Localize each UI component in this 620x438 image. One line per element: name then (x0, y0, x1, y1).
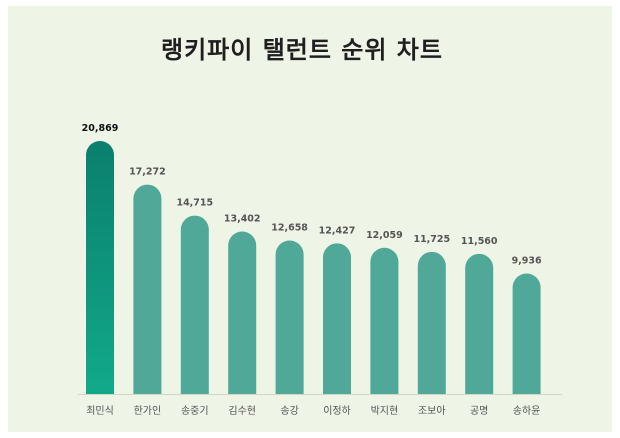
bar-공명 (465, 253, 494, 394)
value-label: 11,725 (413, 234, 450, 245)
bar-이정하 (323, 243, 351, 394)
value-label: 12,059 (366, 230, 403, 241)
bar-박지현 (370, 247, 399, 394)
bar-송하윤 (512, 273, 541, 394)
bar-조보아 (417, 251, 446, 394)
value-label: 17,272 (129, 167, 166, 178)
category-label: 이정하 (323, 404, 351, 417)
value-label: 12,427 (319, 225, 356, 236)
value-label: 13,402 (224, 214, 261, 225)
category-label: 송중기 (181, 405, 209, 417)
bar-한가인 (133, 184, 162, 394)
category-label: 김수현 (228, 405, 256, 417)
chart-title: 랭키파이 탤런트 순위 차트 (161, 36, 443, 64)
value-label: 14,715 (176, 198, 213, 209)
category-label: 송강 (280, 405, 298, 417)
category-label: 최민식 (86, 405, 114, 417)
category-label: 박지현 (371, 405, 399, 417)
category-label: 한가인 (134, 405, 162, 417)
category-label: 조보아 (418, 405, 446, 417)
value-label: 20,869 (82, 123, 119, 134)
bar-송강 (275, 240, 304, 394)
category-label: 공명 (470, 405, 488, 417)
value-label: 11,560 (461, 236, 498, 247)
value-label: 9,936 (512, 256, 542, 267)
bar-송중기 (180, 215, 209, 394)
bar-김수현 (228, 231, 257, 394)
value-label: 12,658 (271, 223, 308, 234)
bar-최민식 (86, 141, 114, 394)
category-label: 송하윤 (513, 404, 541, 417)
